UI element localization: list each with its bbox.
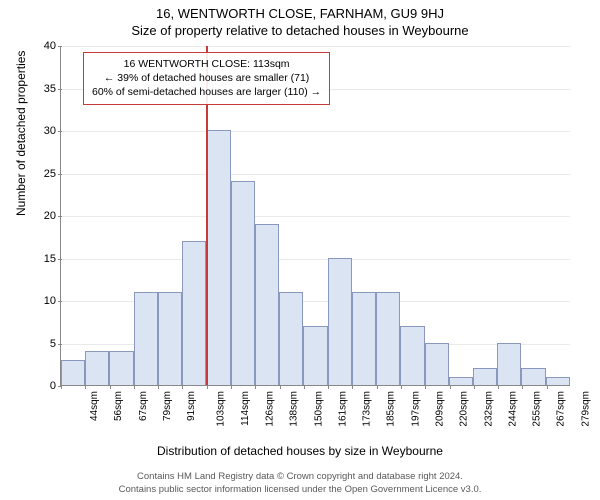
annotation-line: 60% of semi-detached houses are larger (…: [92, 85, 321, 99]
x-tick-label: 103sqm: [216, 391, 227, 427]
y-axis-label: Number of detached properties: [14, 51, 28, 216]
x-tick-label: 161sqm: [337, 391, 348, 427]
x-tick-label: 114sqm: [240, 391, 251, 426]
histogram-bar: [497, 343, 521, 386]
footer-line2: Contains public sector information licen…: [0, 484, 600, 496]
x-tick-label: 185sqm: [386, 391, 397, 427]
x-tick-mark: [352, 385, 353, 389]
x-tick-mark: [328, 385, 329, 389]
histogram-bar: [182, 241, 206, 386]
y-tick: 25: [28, 168, 56, 180]
histogram-bar: [61, 360, 85, 386]
x-tick-label: 150sqm: [313, 391, 324, 427]
histogram-bar: [376, 292, 400, 386]
x-tick-label: 44sqm: [89, 391, 100, 421]
x-tick-label: 255sqm: [532, 391, 543, 427]
x-axis-label: Distribution of detached houses by size …: [0, 444, 600, 458]
x-tick-mark: [377, 385, 378, 389]
histogram-bar: [134, 292, 158, 386]
x-tick-mark: [158, 385, 159, 389]
x-tick-mark: [182, 385, 183, 389]
x-tick-label: 279sqm: [580, 391, 591, 427]
x-tick-mark: [522, 385, 523, 389]
x-tick-label: 232sqm: [483, 391, 494, 427]
y-tick: 40: [28, 40, 56, 52]
x-tick-label: 67sqm: [138, 391, 149, 421]
x-tick-mark: [255, 385, 256, 389]
page-title-address: 16, WENTWORTH CLOSE, FARNHAM, GU9 9HJ: [0, 0, 600, 21]
histogram-bar: [521, 368, 545, 385]
y-tick: 30: [28, 125, 56, 137]
x-tick-mark: [231, 385, 232, 389]
annotation-box: 16 WENTWORTH CLOSE: 113sqm← 39% of detac…: [83, 52, 330, 105]
footer-attribution: Contains HM Land Registry data © Crown c…: [0, 471, 600, 496]
x-tick-mark: [474, 385, 475, 389]
x-tick-mark: [85, 385, 86, 389]
x-tick-mark: [110, 385, 111, 389]
histogram-bar: [449, 377, 473, 386]
x-tick-label: 197sqm: [410, 391, 421, 427]
y-tick: 5: [28, 338, 56, 350]
x-tick-label: 267sqm: [556, 391, 567, 427]
x-tick-label: 244sqm: [507, 391, 518, 427]
x-tick-label: 220sqm: [459, 391, 470, 427]
x-tick-label: 138sqm: [289, 391, 300, 427]
x-tick-mark: [498, 385, 499, 389]
x-tick-label: 209sqm: [435, 391, 446, 427]
histogram-bar: [546, 377, 570, 386]
x-tick-mark: [547, 385, 548, 389]
plot-area: 44sqm56sqm67sqm79sqm91sqm103sqm114sqm126…: [60, 46, 570, 386]
x-tick-mark: [425, 385, 426, 389]
histogram-bar: [303, 326, 327, 386]
x-tick-label: 173sqm: [362, 391, 373, 427]
y-tick: 0: [28, 380, 56, 392]
y-tick: 20: [28, 210, 56, 222]
footer-line1: Contains HM Land Registry data © Crown c…: [0, 471, 600, 483]
histogram-bar: [206, 130, 230, 385]
x-tick-mark: [304, 385, 305, 389]
histogram-bar: [279, 292, 303, 386]
histogram-bar: [400, 326, 424, 386]
x-tick-mark: [280, 385, 281, 389]
histogram-bar: [85, 351, 109, 385]
x-tick-label: 126sqm: [265, 391, 276, 427]
histogram-bar: [425, 343, 449, 386]
y-tick: 15: [28, 253, 56, 265]
y-tick: 35: [28, 83, 56, 95]
x-tick-mark: [207, 385, 208, 389]
x-tick-mark: [401, 385, 402, 389]
histogram-bar: [109, 351, 133, 385]
x-tick-label: 56sqm: [113, 391, 124, 421]
x-tick-label: 79sqm: [162, 391, 173, 421]
page-title-sub: Size of property relative to detached ho…: [0, 21, 600, 38]
annotation-line: 16 WENTWORTH CLOSE: 113sqm: [92, 57, 321, 71]
histogram-bar: [255, 224, 279, 386]
annotation-line: ← 39% of detached houses are smaller (71…: [92, 71, 321, 85]
histogram-bar: [352, 292, 376, 386]
x-tick-mark: [450, 385, 451, 389]
histogram-bar: [328, 258, 352, 386]
histogram-bar: [473, 368, 497, 385]
x-tick-label: 91sqm: [186, 391, 197, 421]
histogram-bar: [231, 181, 255, 385]
x-tick-mark: [134, 385, 135, 389]
histogram-bar: [158, 292, 182, 386]
histogram-chart: 44sqm56sqm67sqm79sqm91sqm103sqm114sqm126…: [60, 46, 570, 386]
y-tick: 10: [28, 295, 56, 307]
